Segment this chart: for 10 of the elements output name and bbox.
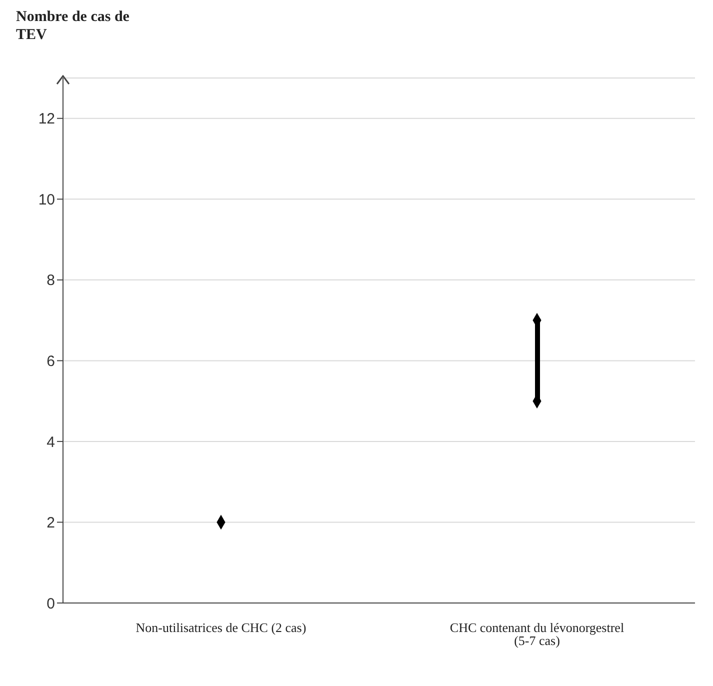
x-tick-label: CHC contenant du lévonorgestrel (5-7 cas): [450, 620, 624, 648]
y-tick-label: 2: [46, 514, 55, 532]
y-tick-label: 10: [38, 191, 55, 208]
y-axis-title: Nombre de cas de TEV: [16, 9, 130, 43]
y-tick-label: 12: [38, 110, 55, 128]
y-tick-label: 8: [46, 272, 55, 290]
y-tick-label: 4: [46, 434, 55, 451]
y-tick-label: 6: [46, 353, 55, 370]
x-tick-label: Non-utilisatrices de CHC (2 cas): [136, 620, 306, 636]
y-tick-label: 0: [46, 595, 55, 612]
